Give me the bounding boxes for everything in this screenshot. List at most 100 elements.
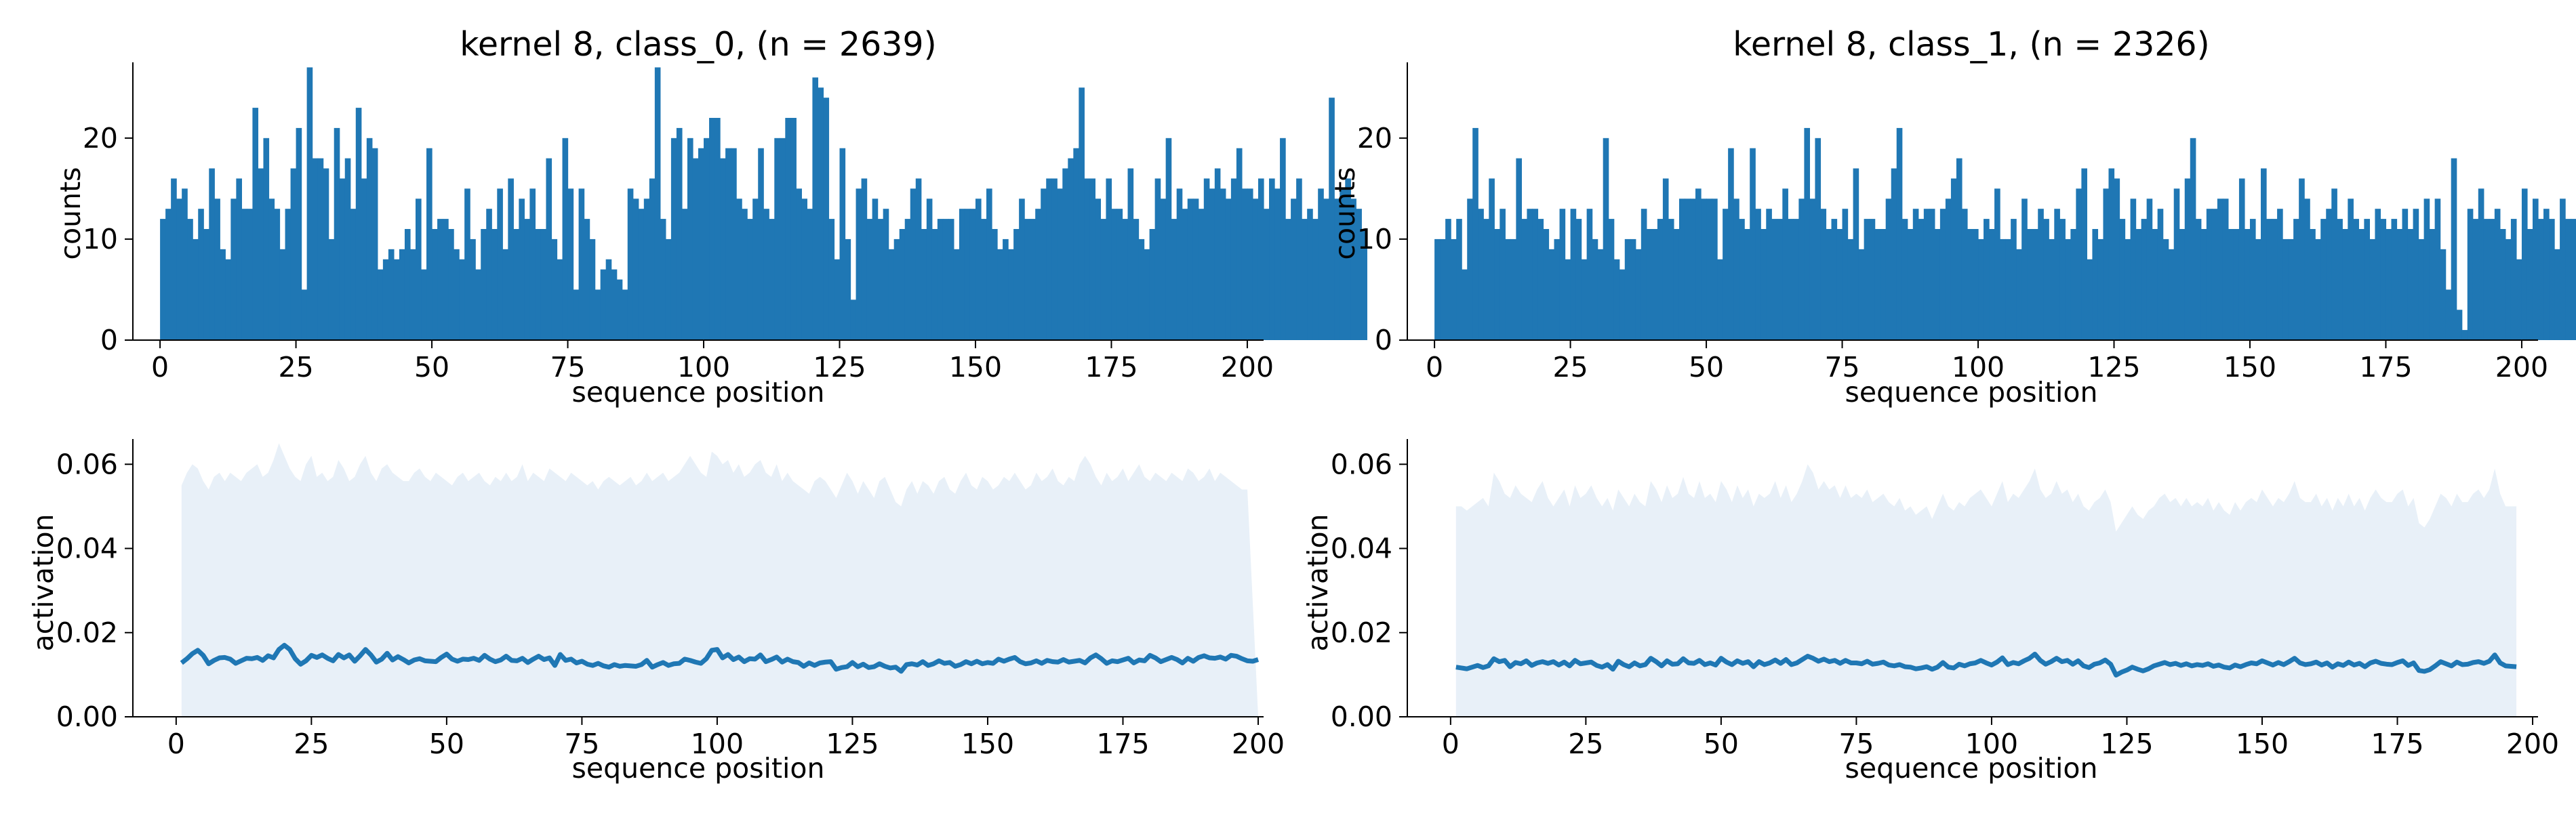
panel-histogram-class-1: kernel 8, class_1, (n = 2326) sequence p… [1329,25,2576,409]
histogram-bar [2407,229,2414,340]
histogram-bar [2494,209,2501,340]
histogram-bar [1701,199,1707,340]
mean-activation-line [180,642,1260,674]
panel-activation-class-0: sequence position activation 0 25 50 75 100 1… [27,439,1285,785]
histogram-bar [388,249,395,340]
x-axis-ticks: 0 25 50 75 100 125 150 175 200 [151,340,1274,383]
histogram-bar [2005,238,2011,340]
histogram-bar [225,259,231,340]
histogram-bar [850,299,857,340]
histogram-bar [2483,219,2490,340]
histogram-bar [1635,249,1642,340]
histogram-bar [1804,127,1811,340]
histogram-bar [1777,219,1783,340]
histogram-bar [1057,188,1063,340]
histogram-bar [2375,209,2381,340]
histogram-bar [2326,209,2332,340]
histogram-bar [2554,249,2560,340]
histogram-bar [1182,209,1188,340]
histogram-bar [1041,188,1047,340]
x-tick-label: 150 [2236,728,2289,760]
histogram-bar [1203,178,1210,340]
histogram-bar [2277,209,2283,340]
histogram-bar [230,199,237,340]
histogram-bar [654,67,661,340]
y-tick-label: 10 [1357,223,1392,255]
bars [160,67,1367,341]
histogram-bar [290,168,297,340]
histogram-bar [2386,229,2392,340]
histogram-bar [2456,310,2463,340]
histogram-bar [2364,219,2370,340]
histogram-bar [611,269,618,340]
histogram-bar [2168,249,2175,340]
histogram-bar [382,259,389,340]
histogram-bar [252,108,259,340]
histogram-bar [2157,209,2164,340]
histogram-bar [1008,249,1014,340]
histogram-bar [2472,219,2479,340]
histogram-bar [1750,148,1756,341]
histogram-bar [2369,238,2376,340]
histogram-bar [665,238,672,340]
histogram-bar [687,138,693,340]
histogram-bar [2103,188,2110,340]
histogram-bar [393,259,400,340]
histogram-bar [2146,199,2153,340]
histogram-bar [1111,209,1118,340]
histogram-bar [2228,229,2234,340]
histogram-bar [524,219,530,340]
x-tick-label: 200 [2506,728,2559,760]
histogram-bar [1154,178,1161,340]
histogram-bar [2353,219,2359,340]
histogram-bar [1280,138,1286,340]
x-tick-label: 125 [2100,728,2153,760]
histogram-bar [2505,238,2512,340]
histogram-bar [247,209,254,340]
histogram-bar [758,148,764,341]
histogram-bar [2255,238,2261,340]
histogram-bar [1013,229,1020,340]
x-tick-label: 200 [2495,351,2548,383]
histogram-bar [323,168,329,340]
histogram-bar [1019,199,1025,340]
histogram-bar [1885,199,1892,340]
histogram-bar [377,269,384,340]
histogram-bar [2152,229,2158,340]
histogram-bar [1559,209,1566,340]
histogram-bar [513,229,519,340]
histogram-bar [2135,229,2142,340]
histogram-bar [2331,188,2337,340]
histogram-bar [2293,219,2299,340]
histogram-bar [1798,199,1805,340]
histogram-bar [1003,238,1009,340]
histogram-bar [2114,178,2120,340]
histogram-bar [1257,178,1264,340]
x-tick-label: 75 [1824,351,1859,383]
histogram-bar [953,249,960,340]
histogram-bar [2521,188,2528,340]
histogram-bar [1051,178,1058,340]
histogram-bar [845,238,851,340]
x-tick-label: 25 [294,728,329,760]
histogram-bar [1527,209,1533,340]
histogram-bar [1912,209,1919,340]
histogram-bar [1532,209,1539,340]
histogram-bar [2162,238,2169,340]
histogram-bar [1831,219,1838,340]
histogram-bar [785,118,791,340]
x-tick-label: 0 [151,351,169,383]
histogram-bar [1712,199,1718,340]
histogram-bar [1793,219,1799,340]
y-tick-label: 20 [1357,122,1392,154]
histogram-bar [942,219,949,340]
histogram-bar [1198,209,1205,340]
histogram-bar [371,148,378,341]
histogram-bar [2249,219,2256,340]
histogram-bar [1537,219,1544,340]
histogram-bar [649,178,656,340]
histogram-bar [1967,229,1973,340]
histogram-bar [1361,229,1367,340]
x-tick-label: 75 [1838,728,1874,760]
